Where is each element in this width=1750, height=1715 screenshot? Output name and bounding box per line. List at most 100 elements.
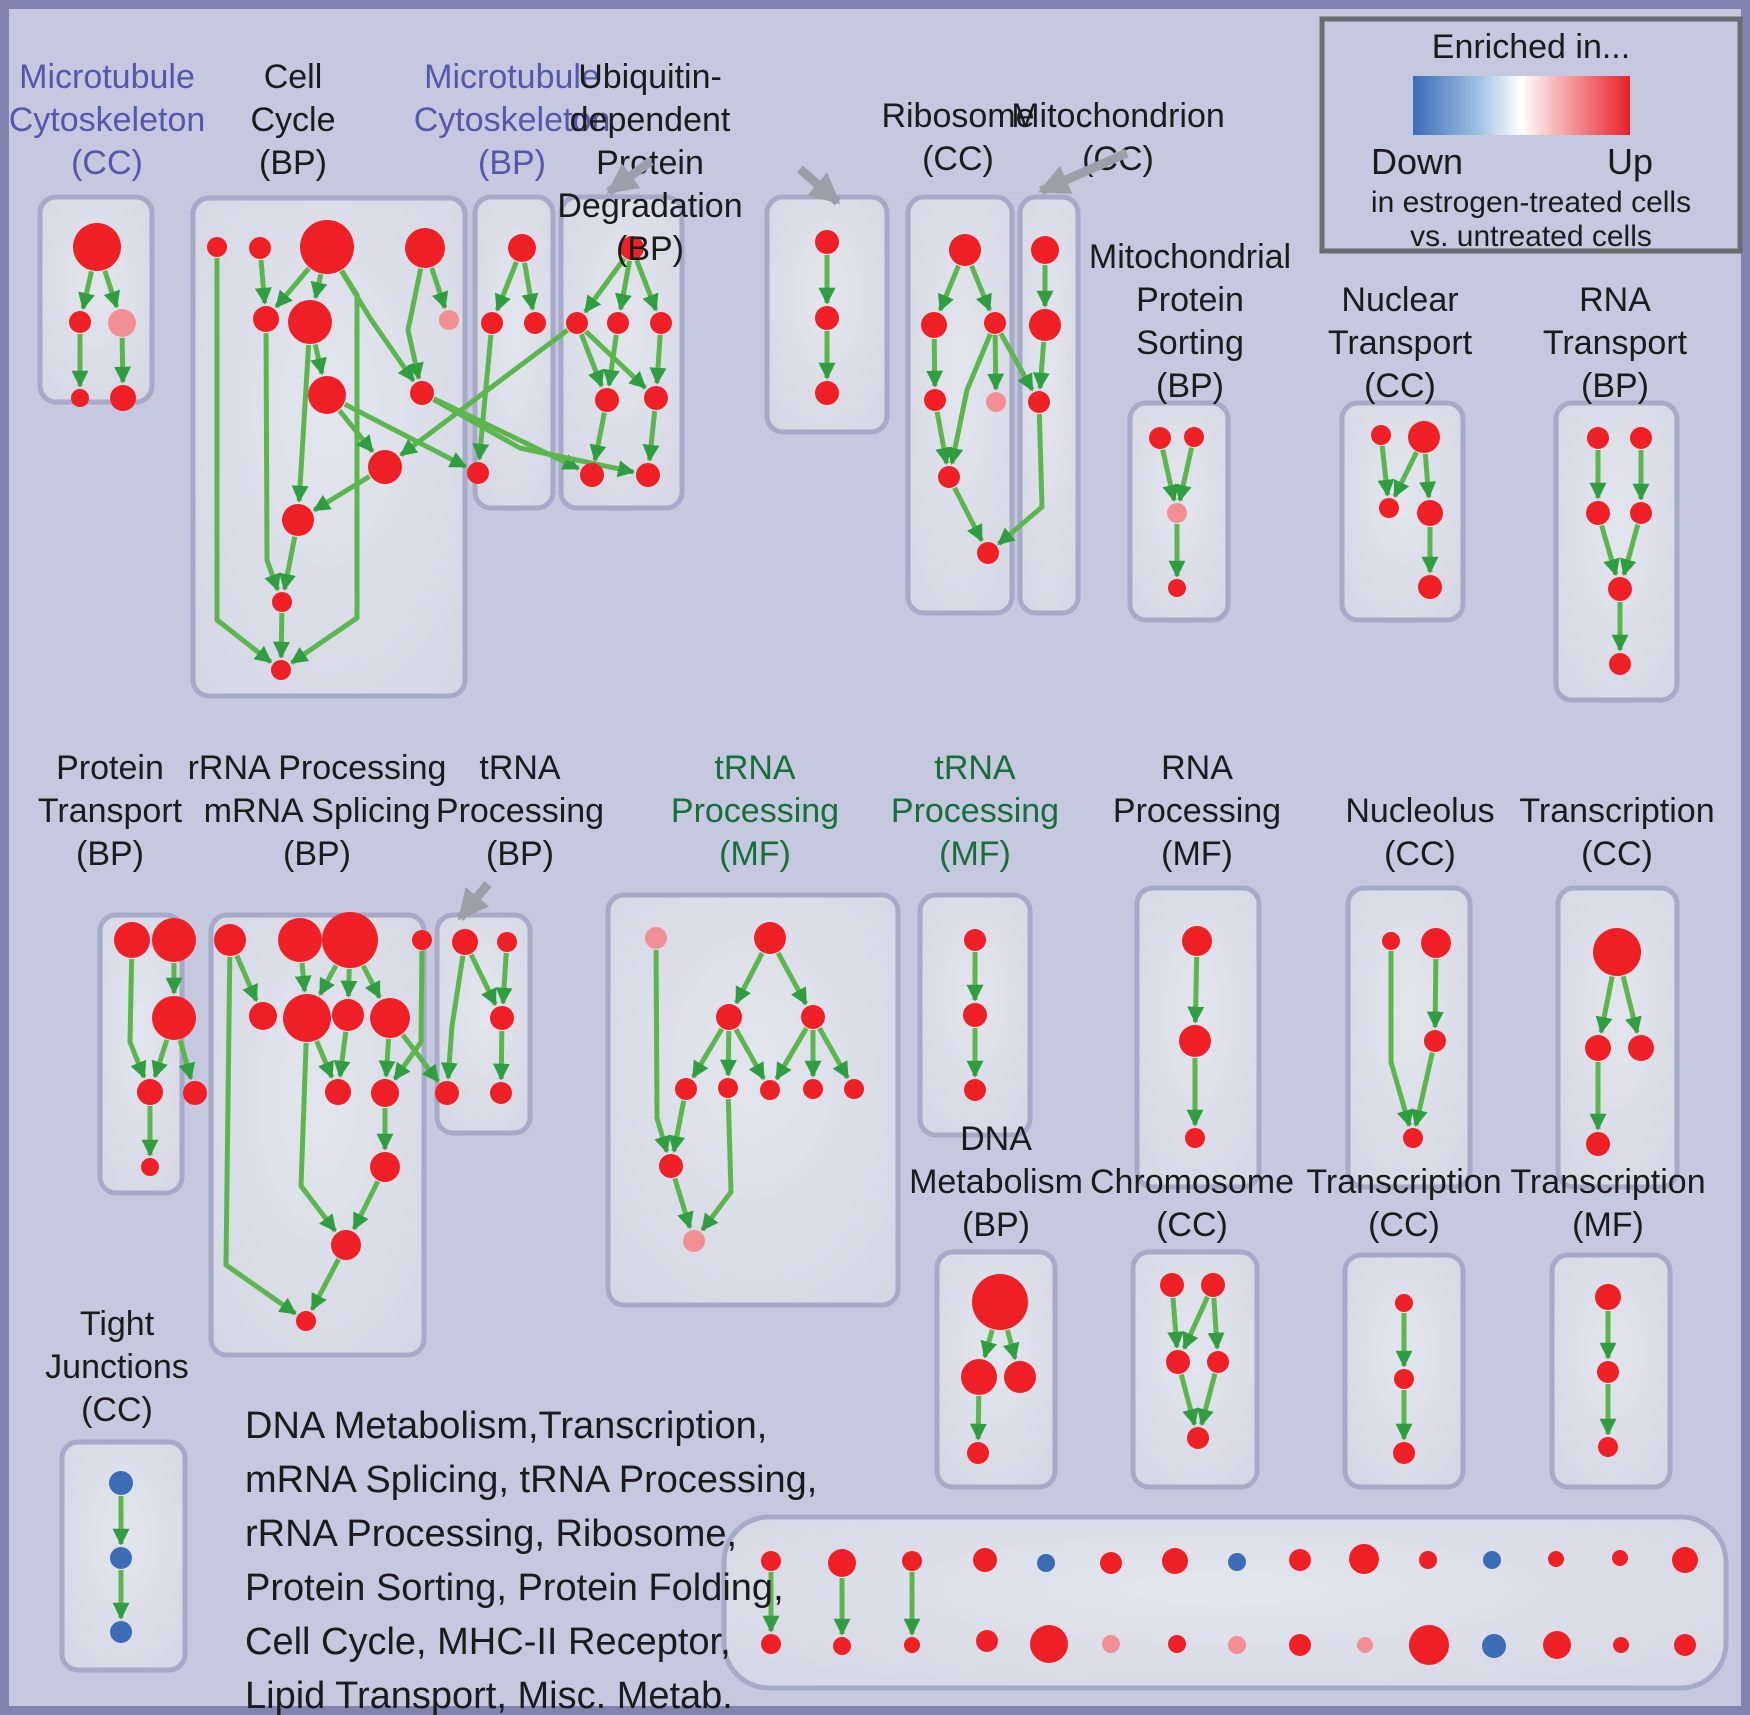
go-term-node-o1 — [964, 929, 986, 951]
edge-t1-t3 — [1167, 1297, 1185, 1349]
go-term-node-h3 — [1167, 503, 1187, 523]
go-term-node-w2 — [110, 1547, 132, 1569]
go-term-node-m1 — [452, 929, 478, 955]
cluster-label-nuclear-transport-cc: Nuclear Transport (CC) — [1328, 281, 1473, 405]
go-term-node-y12 — [1482, 1634, 1506, 1658]
go-term-node-z14 — [1612, 1550, 1628, 1566]
go-term-node-g2 — [1029, 309, 1061, 341]
go-term-node-y13 — [1543, 1631, 1571, 1659]
go-term-node-i2 — [1408, 421, 1440, 453]
go-term-node-w1 — [109, 1471, 133, 1495]
edge-f4-f6 — [934, 411, 953, 465]
go-term-node-n9 — [844, 1079, 864, 1099]
edge-p1-p2 — [1187, 956, 1205, 1024]
edge-t2-t4 — [1207, 1297, 1225, 1350]
go-term-node-l1 — [214, 924, 246, 956]
go-term-node-m2 — [497, 932, 517, 952]
go-term-node-s1 — [972, 1274, 1028, 1330]
go-term-node-l4 — [412, 930, 432, 950]
cluster-box-mixed-terms-band — [721, 1514, 1729, 1691]
go-term-node-p3 — [1185, 1128, 1205, 1148]
go-term-node-k1 — [114, 922, 150, 958]
go-term-node-n1 — [645, 927, 667, 949]
go-term-node-b2 — [249, 237, 271, 259]
go-term-node-t5 — [1187, 1427, 1209, 1449]
go-term-node-n8 — [803, 1079, 823, 1099]
label-pointer-arrow-3 — [1038, 148, 1129, 196]
edge-t2-t3 — [1181, 1295, 1210, 1350]
go-term-node-t1 — [1160, 1273, 1184, 1297]
edge-q2-q3 — [1426, 958, 1444, 1029]
edges-layer — [71, 255, 1650, 1636]
cluster-label-trna-processing-mf-2: tRNA Processing (MF) — [891, 749, 1059, 873]
edge-t3-t5 — [1178, 1373, 1199, 1427]
go-term-node-l11 — [370, 1152, 400, 1182]
edge-l2-l6 — [294, 962, 312, 993]
go-term-node-j2 — [1630, 427, 1652, 449]
cluster-label-rrna-processing-mrna-splicing-bp: rRNA Processing mRNA Splicing (BP) — [188, 749, 447, 873]
cluster-box-transcription-cc-row2 — [1555, 885, 1680, 1190]
cluster-label-ubiquitin-degradation-bp: Ubiquitin-dependent Protein Degradation (BP… — [557, 58, 742, 268]
go-term-node-v2 — [1597, 1361, 1619, 1383]
edge-d1-d3 — [615, 260, 633, 311]
go-term-node-u1 — [1395, 1294, 1413, 1312]
go-term-node-l5 — [249, 1002, 277, 1030]
legend-title: Enriched in... — [1432, 28, 1630, 66]
go-term-node-j6 — [1609, 653, 1631, 675]
go-term-node-a3 — [108, 309, 136, 337]
edge-b8-c4 — [343, 401, 468, 469]
go-term-node-p2 — [1179, 1025, 1211, 1057]
go-term-node-b7 — [439, 310, 459, 330]
go-term-node-c4 — [467, 462, 489, 484]
edge-n6-n11 — [700, 1098, 734, 1232]
go-term-node-b9 — [410, 381, 434, 405]
go-term-node-d8 — [636, 463, 660, 487]
nodes-layer — [69, 220, 1698, 1665]
edge-f1-f2 — [937, 264, 961, 312]
edge-l1-l5 — [234, 954, 259, 1002]
go-term-node-z12 — [1483, 1551, 1501, 1569]
legend-down-label: Down — [1371, 141, 1463, 182]
edge-b3-b5 — [274, 266, 311, 309]
edge-f3-f5 — [987, 334, 1005, 391]
go-term-node-i1 — [1371, 425, 1391, 445]
go-term-node-n7 — [760, 1080, 780, 1100]
edge-b4-b7 — [429, 267, 449, 310]
go-term-node-e2 — [815, 306, 839, 330]
cluster-label-tight-junctions-cc: Tight Junctions (CC) — [45, 1305, 189, 1429]
go-term-node-h1 — [1149, 427, 1171, 449]
go-term-node-b12 — [272, 592, 292, 612]
edge-l1-l13 — [223, 956, 297, 1316]
go-term-node-m5 — [490, 1082, 512, 1104]
go-term-node-t2 — [1201, 1273, 1225, 1297]
go-term-node-d4 — [650, 312, 672, 334]
edge-j4-j5 — [1619, 523, 1641, 577]
edge-n3-n6 — [719, 1030, 737, 1077]
cluster-label-rna-processing-mf: RNA Processing (MF) — [1113, 749, 1281, 873]
go-term-node-z10 — [1349, 1544, 1379, 1574]
go-term-node-y2 — [833, 1637, 851, 1655]
go-term-node-y9 — [1289, 1634, 1311, 1656]
go-term-node-e3 — [815, 381, 839, 405]
go-term-node-k4 — [137, 1079, 163, 1105]
go-term-node-d6 — [644, 386, 668, 410]
edge-q3-q4 — [1410, 1052, 1435, 1127]
go-term-node-z15 — [1672, 1547, 1698, 1573]
edge-j3-j5 — [1599, 524, 1620, 577]
edge-f6-f7 — [952, 486, 984, 543]
go-term-node-q3 — [1424, 1030, 1446, 1052]
go-term-node-y8 — [1228, 1636, 1246, 1654]
go-term-node-j3 — [1586, 501, 1610, 525]
go-term-node-h4 — [1168, 579, 1186, 597]
go-term-node-i4 — [1417, 500, 1443, 526]
go-term-node-v1 — [1595, 1284, 1621, 1310]
edge-b10-b11 — [312, 474, 371, 513]
edge-f1-f3 — [969, 264, 992, 312]
go-term-node-b10 — [368, 450, 402, 484]
labels-layer: Microtubule Cytoskeleton (CC) Cell Cycle (BP)… — [9, 58, 1715, 1715]
edge-d2-d6 — [583, 329, 647, 390]
edge-q1-q4 — [1388, 951, 1414, 1128]
go-term-node-e1 — [815, 230, 839, 254]
go-term-node-j1 — [1587, 427, 1609, 449]
